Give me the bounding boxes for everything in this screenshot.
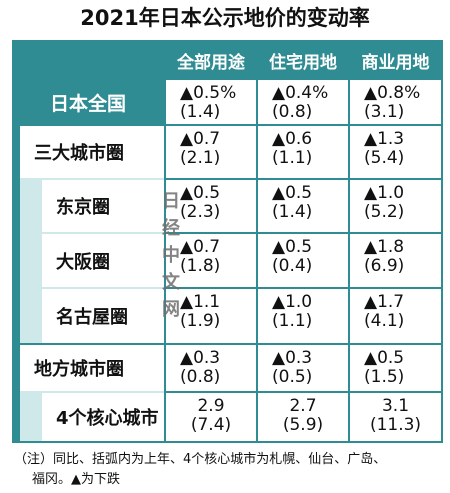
row-label-three-metro: 三大城市圈: [20, 126, 164, 178]
cell-tokyo-commercial: ▲1.0 (5.2): [350, 180, 441, 232]
cell-regional-residential: ▲0.3 (0.5): [258, 345, 348, 391]
cell-osaka-commercial: ▲1.8 (6.9): [350, 234, 441, 287]
chart-title: 2021年日本公示地价的变动率: [80, 6, 370, 30]
cell-tokyo-residential: ▲0.5 (1.4): [258, 180, 348, 232]
row-label-four-core: 4个核心城市: [42, 393, 164, 441]
cell-nagoya-residential: ▲1.0 (1.1): [258, 289, 348, 343]
cell-four-core-residential: 2.7 (5.9): [258, 393, 348, 441]
cell-osaka-all: ▲0.7 (1.8): [166, 234, 256, 287]
row-label-regional: 地方城市圈: [20, 345, 164, 391]
footnote: （注）同比、括弧内为上年、4个核心城市为札幌、仙台、广岛、 福冈。▲为下跌: [14, 450, 444, 490]
cell-regional-all: ▲0.3 (0.8): [166, 345, 256, 391]
cell-three-metro-commercial: ▲1.3 (5.4): [350, 126, 441, 178]
cell-three-metro-residential: ▲0.6 (1.1): [258, 126, 348, 178]
cell-national-residential: ▲0.4% (0.8): [258, 80, 348, 124]
watermark-char: 文: [162, 272, 180, 293]
watermark-char: 日: [162, 191, 180, 212]
cell-nagoya-all: ▲1.1 (1.9): [166, 289, 256, 343]
cell-national-all: ▲0.5% (1.4): [166, 80, 256, 124]
cell-national-commercial: ▲0.8% (3.1): [350, 80, 441, 124]
cell-four-core-all: 2.9 (7.4): [166, 393, 256, 441]
column-header-residential: 住宅用地: [258, 42, 348, 78]
row-label-osaka: 大阪圈: [42, 234, 164, 287]
cell-tokyo-all: ▲0.5 (2.3): [166, 180, 256, 232]
cell-regional-commercial: ▲0.5 (1.5): [350, 345, 441, 391]
cell-nagoya-commercial: ▲1.7 (4.1): [350, 289, 441, 343]
column-header-all-uses: 全部用途: [166, 42, 256, 78]
cell-three-metro-all: ▲0.7 (2.1): [166, 126, 256, 178]
footnote-line-1: （注）同比、括弧内为上年、4个核心城市为札幌、仙台、广岛、: [14, 452, 387, 467]
watermark-char: 网: [162, 299, 180, 320]
row-label-tokyo: 东京圈: [42, 180, 164, 232]
watermark: 日 经 中 文 网: [160, 188, 182, 323]
column-header-commercial: 商业用地: [350, 42, 441, 78]
row-label-national: 日本全国: [12, 80, 164, 124]
footnote-line-2: 福冈。▲为下跌: [32, 472, 120, 487]
watermark-char: 经: [162, 218, 180, 239]
cell-four-core-commercial: 3.1 (11.3): [350, 393, 441, 441]
watermark-char: 中: [162, 245, 180, 266]
land-price-table: 全部用途 住宅用地 商业用地 日本全国 ▲0.5% (1.4) ▲0.4% (0.8…: [12, 40, 443, 443]
cell-osaka-residential: ▲0.5 (0.4): [258, 234, 348, 287]
row-label-nagoya: 名古屋圈: [42, 289, 164, 343]
